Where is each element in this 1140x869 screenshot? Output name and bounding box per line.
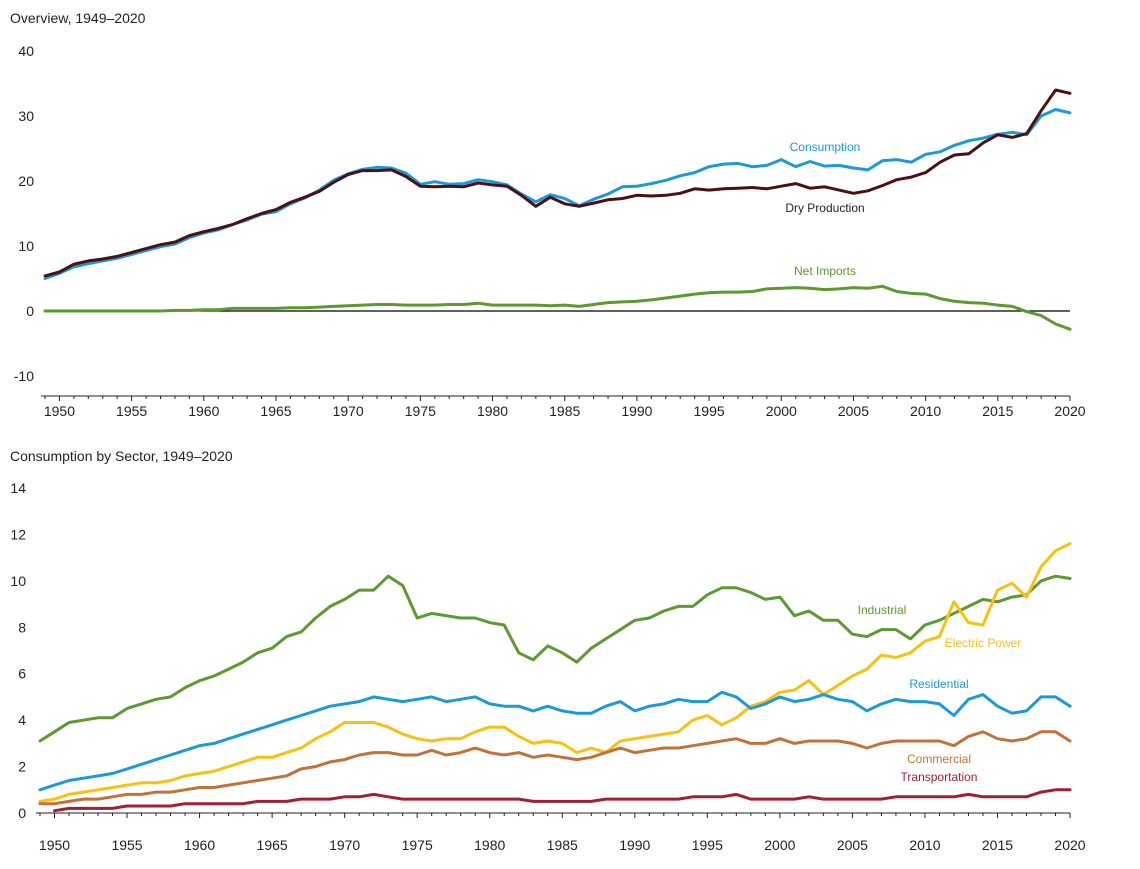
sector-x-tick-label: 1980 xyxy=(474,837,505,853)
overview-x-tick-label: 1975 xyxy=(405,403,436,419)
overview-x-tick-label: 1990 xyxy=(621,403,652,419)
sector-x-tick-label: 1960 xyxy=(184,837,215,853)
electric-power-series-label: Electric Power xyxy=(945,636,1022,650)
overview-x-tick-label: 2005 xyxy=(838,403,869,419)
sector-y-tick-label: 2 xyxy=(18,759,26,775)
overview-x-tick-label: 1995 xyxy=(694,403,725,419)
consumption-series-label: Consumption xyxy=(790,140,861,154)
sector-x-tick-label: 2000 xyxy=(764,837,795,853)
sector-y-tick-label: 10 xyxy=(10,573,26,589)
industrial-series-label: Industrial xyxy=(858,603,907,617)
sector-x-tick-label: 1985 xyxy=(547,837,578,853)
overview-x-tick-label: 1985 xyxy=(549,403,580,419)
overview-chart-title: Overview, 1949–2020 xyxy=(10,10,146,26)
overview-x-tick-label: 1960 xyxy=(188,403,219,419)
sector-chart: Consumption by Sector, 1949–2020 0 2 4 6 8 10… xyxy=(0,440,1140,869)
commercial-series-label: Commercial xyxy=(907,752,971,766)
industrial-series-line xyxy=(38,574,1072,743)
overview-y-tick-label: 10 xyxy=(18,238,34,254)
sector-y-tick-label: 12 xyxy=(10,526,26,542)
overview-x-tick-label: 2020 xyxy=(1054,403,1085,419)
overview-x-tick-label: 1965 xyxy=(260,403,291,419)
sector-x-tick-label: 1965 xyxy=(257,837,288,853)
electric-power-series-line xyxy=(38,542,1072,803)
overview-chart-plot: -10 0 10 20 30 40 1950 1955 1960 1965 1970 1975 1980… xyxy=(14,43,1086,419)
overview-x-tick-label: 2015 xyxy=(982,403,1013,419)
overview-x-tick-label: 1970 xyxy=(333,403,364,419)
overview-chart: Overview, 1949–2020 -10 0 10 20 30 40 1950 1955… xyxy=(0,0,1140,420)
sector-x-tick-label: 2020 xyxy=(1054,837,1085,853)
commercial-series-line xyxy=(38,730,1072,806)
sector-x-tick-label: 1995 xyxy=(692,837,723,853)
sector-x-tick-label: 2010 xyxy=(909,837,940,853)
overview-y-tick-label: -10 xyxy=(14,368,34,384)
net-imports-series-label: Net Imports xyxy=(794,264,856,278)
net-imports-series-line xyxy=(43,284,1072,331)
overview-y-tick-label: 0 xyxy=(26,303,34,319)
sector-y-tick-label: 8 xyxy=(18,619,26,635)
transportation-series-label: Transportation xyxy=(901,770,978,784)
overview-x-tick-label: 2000 xyxy=(766,403,797,419)
overview-y-tick-label: 20 xyxy=(18,173,34,189)
dry-production-series-line xyxy=(43,88,1072,278)
sector-y-tick-label: 14 xyxy=(10,480,26,496)
overview-x-tick-label: 1955 xyxy=(116,403,147,419)
sector-chart-title: Consumption by Sector, 1949–2020 xyxy=(10,448,233,464)
transportation-series-line xyxy=(53,788,1072,813)
sector-x-tick-label: 1990 xyxy=(619,837,650,853)
sector-chart-plot: 0 2 4 6 8 10 12 14 1950 1955 1960 1965 1970 1975 1980 1… xyxy=(10,480,1085,853)
residential-series-line xyxy=(38,690,1072,792)
overview-x-tick-label: 1950 xyxy=(44,403,75,419)
sector-y-tick-label: 4 xyxy=(18,712,26,728)
sector-x-tick-label: 1955 xyxy=(111,837,142,853)
sector-y-tick-label: 6 xyxy=(18,666,26,682)
sector-x-tick-label: 1950 xyxy=(39,837,70,853)
overview-x-tick-label: 1980 xyxy=(477,403,508,419)
sector-x-tick-label: 1975 xyxy=(402,837,433,853)
overview-y-tick-label: 40 xyxy=(18,43,34,59)
consumption-series-line xyxy=(43,108,1072,280)
residential-series-label: Residential xyxy=(909,677,968,691)
sector-x-tick-label: 2015 xyxy=(982,837,1013,853)
dry-production-series-label: Dry Production xyxy=(785,201,864,215)
overview-y-tick-label: 30 xyxy=(18,108,34,124)
sector-x-tick-label: 2005 xyxy=(837,837,868,853)
sector-x-tick-label: 1970 xyxy=(329,837,360,853)
overview-x-tick-label: 2010 xyxy=(910,403,941,419)
sector-y-tick-label: 0 xyxy=(18,805,26,821)
